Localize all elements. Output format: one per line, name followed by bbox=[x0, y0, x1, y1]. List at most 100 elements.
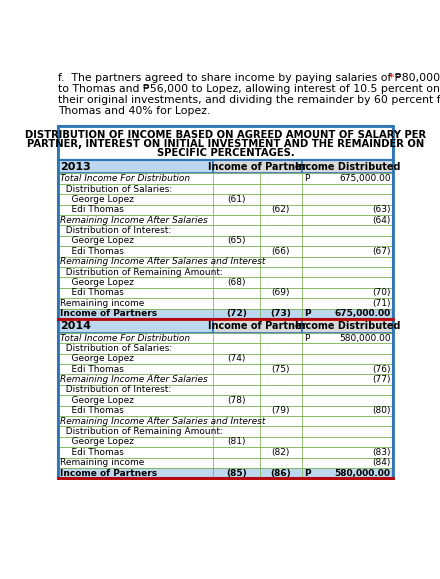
Text: Distribution of Salaries:: Distribution of Salaries: bbox=[60, 185, 172, 193]
Bar bbox=[58, 267, 393, 277]
Bar bbox=[58, 364, 393, 375]
Text: (79): (79) bbox=[271, 406, 290, 415]
Bar bbox=[58, 160, 213, 174]
Text: Income of Partner: Income of Partner bbox=[209, 321, 307, 331]
Text: George Lopez: George Lopez bbox=[60, 396, 135, 405]
Text: 2014: 2014 bbox=[60, 321, 92, 331]
Text: (61): (61) bbox=[227, 195, 246, 204]
Text: Income of Partners: Income of Partners bbox=[60, 309, 158, 318]
Bar bbox=[58, 426, 393, 437]
Text: SPECIFIC PERCENTAGES.: SPECIFIC PERCENTAGES. bbox=[157, 148, 294, 158]
Text: George Lopez: George Lopez bbox=[60, 278, 135, 287]
Bar bbox=[302, 160, 393, 174]
Text: (80): (80) bbox=[372, 406, 391, 415]
Bar bbox=[58, 385, 393, 395]
Text: 580,000.00: 580,000.00 bbox=[334, 468, 391, 478]
Text: (66): (66) bbox=[271, 247, 290, 256]
Text: (84): (84) bbox=[372, 458, 391, 467]
Bar bbox=[58, 395, 393, 405]
Bar bbox=[58, 437, 393, 447]
Text: Income of Partners: Income of Partners bbox=[60, 468, 158, 478]
Bar bbox=[58, 354, 393, 364]
Text: (75): (75) bbox=[271, 365, 290, 373]
Bar bbox=[58, 215, 393, 225]
Bar bbox=[58, 457, 393, 468]
Text: (64): (64) bbox=[372, 216, 391, 225]
Text: Income Distributed: Income Distributed bbox=[295, 321, 400, 331]
Bar bbox=[58, 468, 393, 478]
Text: Edi Thomas: Edi Thomas bbox=[60, 247, 125, 256]
Text: Remaining Income After Salaries: Remaining Income After Salaries bbox=[60, 375, 208, 384]
Text: 580,000.00: 580,000.00 bbox=[339, 334, 391, 343]
Bar bbox=[58, 319, 213, 333]
Text: (72): (72) bbox=[226, 309, 247, 318]
Text: Remaining Income After Salaries and Interest: Remaining Income After Salaries and Inte… bbox=[60, 257, 266, 266]
Bar bbox=[58, 288, 393, 298]
Text: Income of Partner: Income of Partner bbox=[209, 162, 307, 171]
Text: (82): (82) bbox=[272, 448, 290, 457]
Bar bbox=[58, 375, 393, 385]
Bar bbox=[58, 343, 393, 354]
Text: Edi Thomas: Edi Thomas bbox=[60, 288, 125, 298]
Text: (65): (65) bbox=[227, 236, 246, 245]
Text: P: P bbox=[304, 468, 311, 478]
Text: Remaining Income After Salaries: Remaining Income After Salaries bbox=[60, 216, 208, 225]
Text: (78): (78) bbox=[227, 396, 246, 405]
Text: (77): (77) bbox=[372, 375, 391, 384]
Text: Remaining income: Remaining income bbox=[60, 299, 145, 308]
Bar bbox=[58, 298, 393, 309]
Text: 2013: 2013 bbox=[60, 162, 91, 171]
Text: 675,000.00: 675,000.00 bbox=[339, 174, 391, 183]
Bar bbox=[58, 333, 393, 343]
Bar bbox=[58, 126, 393, 478]
Text: (83): (83) bbox=[372, 448, 391, 457]
Bar bbox=[58, 174, 393, 184]
Text: (73): (73) bbox=[271, 309, 291, 318]
Text: Income Distributed: Income Distributed bbox=[295, 162, 400, 171]
Text: Distribution of Interest:: Distribution of Interest: bbox=[60, 386, 172, 394]
Text: Distribution of Interest:: Distribution of Interest: bbox=[60, 226, 172, 235]
Text: (86): (86) bbox=[271, 468, 291, 478]
Bar bbox=[302, 319, 393, 333]
Text: *: * bbox=[389, 74, 394, 83]
Text: (68): (68) bbox=[227, 278, 246, 287]
Text: (62): (62) bbox=[272, 206, 290, 214]
Text: Distribution of Remaining Amount:: Distribution of Remaining Amount: bbox=[60, 267, 223, 277]
Text: Distribution of Salaries:: Distribution of Salaries: bbox=[60, 344, 172, 353]
Text: to Thomas and ₱56,000 to Lopez, allowing interest of 10.5 percent on: to Thomas and ₱56,000 to Lopez, allowing… bbox=[58, 84, 440, 94]
Text: Remaining income: Remaining income bbox=[60, 458, 145, 467]
Text: Distribution of Remaining Amount:: Distribution of Remaining Amount: bbox=[60, 427, 223, 436]
Text: their original investments, and dividing the remainder by 60 percent for: their original investments, and dividing… bbox=[58, 95, 440, 105]
Bar bbox=[58, 405, 393, 416]
Bar bbox=[58, 225, 393, 236]
Text: George Lopez: George Lopez bbox=[60, 438, 135, 446]
Bar bbox=[58, 160, 393, 319]
Bar bbox=[58, 416, 393, 426]
Text: (81): (81) bbox=[227, 438, 246, 446]
Bar bbox=[58, 204, 393, 215]
Text: Edi Thomas: Edi Thomas bbox=[60, 406, 125, 415]
Bar bbox=[213, 319, 302, 333]
Bar bbox=[58, 126, 393, 160]
Bar bbox=[58, 309, 393, 319]
Bar bbox=[58, 184, 393, 194]
Bar bbox=[58, 236, 393, 246]
Text: (70): (70) bbox=[372, 288, 391, 298]
Text: George Lopez: George Lopez bbox=[60, 236, 135, 245]
Text: Edi Thomas: Edi Thomas bbox=[60, 365, 125, 373]
Bar bbox=[58, 447, 393, 457]
Bar bbox=[58, 277, 393, 288]
Text: (85): (85) bbox=[226, 468, 247, 478]
Text: 675,000.00: 675,000.00 bbox=[334, 309, 391, 318]
Text: P: P bbox=[304, 309, 311, 318]
Text: (69): (69) bbox=[271, 288, 290, 298]
Text: Edi Thomas: Edi Thomas bbox=[60, 206, 125, 214]
Text: (76): (76) bbox=[372, 365, 391, 373]
Text: Thomas and 40% for Lopez.: Thomas and 40% for Lopez. bbox=[58, 106, 210, 116]
Text: f.  The partners agreed to share income by paying salaries of ₱80,000: f. The partners agreed to share income b… bbox=[58, 74, 440, 83]
Text: Total Income For Distribution: Total Income For Distribution bbox=[60, 174, 191, 183]
Text: P: P bbox=[304, 174, 310, 183]
Text: (71): (71) bbox=[372, 299, 391, 308]
Text: Remaining Income After Salaries and Interest: Remaining Income After Salaries and Inte… bbox=[60, 417, 266, 426]
Text: P: P bbox=[304, 334, 310, 343]
